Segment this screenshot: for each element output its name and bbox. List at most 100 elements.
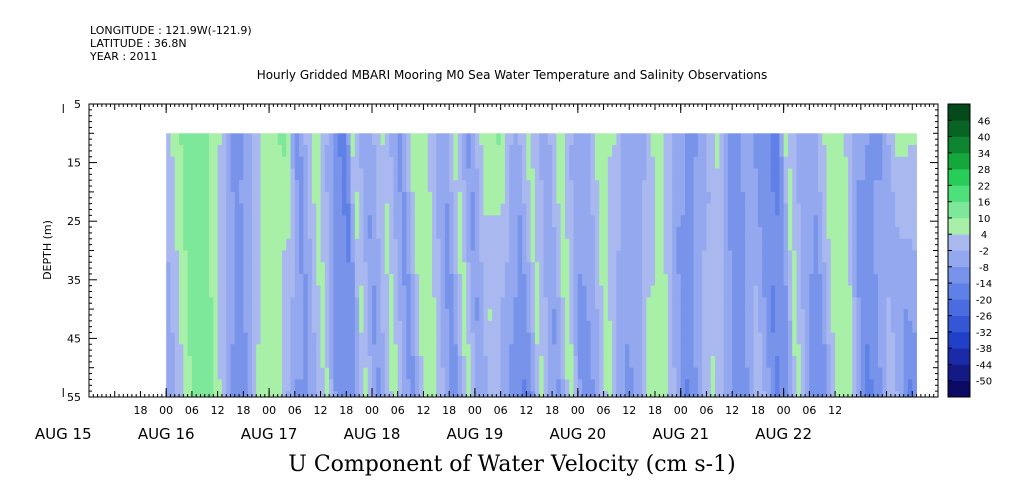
heatmap-cell — [427, 320, 433, 333]
heatmap-cell — [354, 250, 360, 263]
heatmap-cell — [204, 344, 210, 357]
heatmap-cell — [616, 180, 622, 193]
heatmap-cell — [230, 238, 236, 251]
heatmap-cell — [886, 297, 892, 310]
heatmap-cell — [243, 320, 249, 333]
heatmap-cell — [745, 320, 750, 333]
heatmap-cell — [886, 391, 892, 398]
heatmap-cell — [234, 215, 240, 228]
heatmap-cell — [179, 309, 184, 322]
heatmap-cell — [277, 297, 283, 310]
heatmap-cell — [723, 238, 729, 251]
heatmap-cell — [239, 133, 244, 146]
heatmap-cell — [693, 191, 699, 205]
heatmap-cell — [329, 227, 334, 240]
heatmap-cell — [277, 180, 283, 193]
heatmap-cell — [680, 391, 686, 398]
heatmap-cell — [732, 344, 737, 357]
heatmap-cell — [796, 344, 802, 357]
heatmap-cell — [333, 367, 339, 380]
heatmap-cell — [517, 168, 523, 181]
heatmap-cell — [462, 285, 467, 298]
heatmap-cell — [590, 215, 596, 228]
heatmap-cell — [543, 262, 549, 275]
heatmap-cell — [333, 309, 339, 322]
heatmap-cell — [624, 367, 630, 380]
heatmap-cell — [646, 227, 652, 240]
heatmap-cell — [663, 180, 669, 193]
heatmap-cell — [693, 133, 699, 146]
heatmap-cell — [492, 156, 497, 169]
heatmap-cell — [303, 203, 309, 216]
heatmap-cell — [860, 203, 866, 216]
heatmap-cell — [646, 355, 652, 369]
heatmap-cell — [877, 320, 883, 333]
heatmap-cell — [740, 168, 746, 181]
heatmap-cell — [209, 133, 214, 146]
heatmap-cell — [616, 273, 622, 287]
heatmap-cell — [710, 297, 716, 310]
heatmap-cell — [286, 168, 291, 181]
heatmap-cell — [444, 391, 450, 398]
heatmap-cell — [226, 309, 231, 322]
heatmap-cell — [213, 344, 219, 357]
heatmap-cell — [414, 273, 420, 287]
heatmap-cell — [616, 262, 622, 275]
heatmap-cell — [633, 297, 639, 310]
heatmap-cell — [624, 168, 630, 181]
heatmap-cell — [732, 273, 737, 287]
heatmap-cell — [560, 367, 566, 380]
heatmap-cell — [839, 227, 845, 240]
heatmap-cell — [260, 215, 266, 228]
heatmap-cell — [599, 262, 604, 275]
heatmap-cell — [513, 309, 519, 322]
heatmap-cell — [432, 145, 437, 158]
heatmap-cell — [787, 145, 793, 158]
heatmap-cell — [582, 367, 587, 380]
heatmap-cell — [560, 273, 566, 287]
heatmap-cell — [354, 379, 360, 392]
heatmap-cell — [376, 145, 381, 158]
heatmap-cell — [543, 344, 549, 357]
heatmap-cell — [757, 262, 763, 275]
heatmap-cell — [187, 332, 193, 345]
heatmap-cell — [170, 320, 176, 333]
heatmap-cell — [380, 344, 386, 357]
heatmap-cell — [783, 320, 789, 333]
heatmap-cell — [642, 355, 647, 369]
heatmap-cell — [213, 262, 219, 275]
heatmap-cell — [873, 273, 879, 287]
heatmap-cell — [354, 133, 360, 146]
heatmap-cell — [903, 203, 909, 216]
heatmap-cell — [449, 215, 454, 228]
heatmap-cell — [865, 379, 870, 392]
heatmap-cell — [269, 344, 274, 357]
heatmap-cell — [303, 332, 309, 345]
heatmap-cell — [436, 250, 442, 263]
heatmap-cell — [629, 309, 634, 322]
heatmap-cell — [517, 332, 523, 345]
heatmap-cell — [787, 203, 793, 216]
heatmap-cell — [316, 215, 321, 228]
heatmap-cell — [607, 309, 613, 322]
heatmap-cell — [496, 297, 502, 310]
heatmap-cell — [667, 191, 673, 205]
heatmap-cell — [243, 262, 249, 275]
heatmap-cell — [500, 297, 506, 310]
heatmap-cell — [380, 215, 386, 228]
heatmap-cell — [594, 367, 600, 380]
heatmap-cell — [457, 309, 463, 322]
heatmap-cell — [903, 180, 909, 193]
heatmap-cell — [667, 145, 673, 158]
heatmap-cell — [307, 297, 313, 310]
heatmap-cell — [766, 133, 772, 146]
heatmap-cell — [290, 133, 296, 146]
heatmap-cell — [483, 191, 489, 205]
heatmap-cell — [213, 355, 219, 369]
heatmap-cell — [779, 320, 785, 333]
heatmap-cell — [672, 191, 677, 205]
heatmap-cell — [702, 133, 707, 146]
heatmap-cell — [522, 355, 527, 369]
heatmap-cell — [247, 191, 253, 205]
heatmap-cell — [170, 355, 176, 369]
